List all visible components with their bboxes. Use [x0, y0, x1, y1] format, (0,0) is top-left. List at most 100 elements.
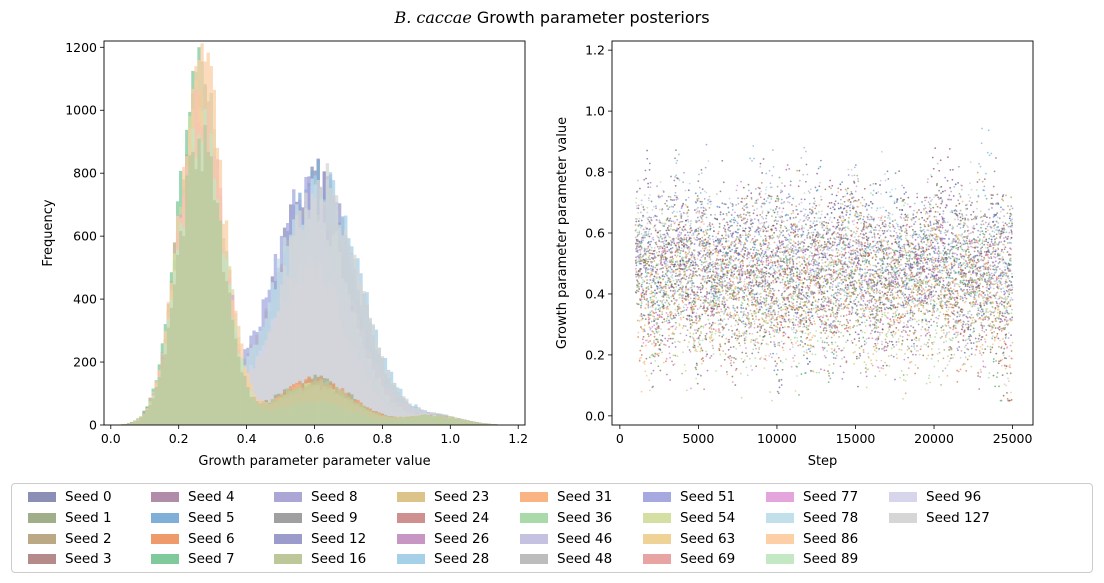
trace-point [807, 363, 809, 365]
hist-bar [163, 354, 168, 425]
trace-point [875, 246, 878, 249]
trace-point [677, 284, 680, 287]
trace-point [923, 219, 926, 222]
hist-y-tick-label: 800 [73, 166, 97, 181]
trace-point [956, 303, 958, 306]
trace-point [647, 182, 650, 185]
trace-point [668, 321, 671, 324]
hist-bar [130, 423, 134, 425]
hist-bar [304, 386, 308, 425]
trace-point [938, 213, 941, 216]
trace-point [707, 314, 709, 317]
trace-point [719, 319, 722, 322]
trace-point [663, 245, 666, 247]
trace-point [821, 308, 824, 311]
trace-point [765, 272, 768, 275]
hist-bar [447, 417, 452, 425]
trace-point [807, 273, 810, 276]
trace-point [718, 279, 721, 282]
trace-point [703, 295, 706, 298]
trace-point [991, 331, 993, 334]
charts-svg: 0.0 0.2 0.4 0.6 0.8 1.0 1.20200400600800100012… [41, 40, 1034, 469]
trace-point [932, 265, 935, 268]
trace-series [634, 198, 1013, 402]
trace-point [665, 229, 668, 232]
hist-bar [230, 319, 235, 425]
trace-point [808, 360, 811, 363]
hist-bar [405, 398, 409, 425]
hist-y-tick-label: 600 [73, 229, 97, 244]
trace-point [817, 242, 820, 244]
trace-point [772, 274, 774, 277]
trace-point [817, 298, 820, 301]
trace-point [755, 251, 758, 254]
trace-point [982, 351, 985, 354]
trace-point [992, 374, 995, 377]
hist-series [124, 124, 498, 426]
trace-point [957, 181, 960, 184]
hist-bar [386, 416, 391, 425]
trace-point [857, 198, 860, 201]
hist-bar [353, 254, 357, 425]
trace-point [724, 259, 727, 261]
trace-point [1001, 374, 1004, 377]
trace-point [893, 304, 895, 306]
trace-point [874, 258, 877, 261]
trace-point [759, 162, 762, 165]
hist-bar [426, 415, 430, 425]
trace-point [742, 360, 745, 363]
hist-bar [386, 370, 391, 425]
hist-bar [319, 378, 323, 425]
trace-point [738, 342, 741, 345]
hist-bar [423, 415, 427, 425]
trace-point [859, 264, 862, 267]
trace-point [887, 291, 889, 294]
hist-bar [206, 151, 210, 425]
hist-bar [197, 138, 201, 426]
trace-point [874, 226, 877, 229]
hist-bar [255, 401, 259, 425]
trace-point [794, 267, 797, 270]
trace-point [808, 208, 811, 211]
trace-point [736, 337, 739, 340]
trace-point [662, 267, 664, 269]
trace-point [791, 308, 794, 311]
trace-point [758, 253, 761, 256]
trace-point [966, 288, 969, 291]
trace-point [753, 296, 756, 299]
trace-point [757, 219, 760, 221]
trace-point [940, 202, 943, 205]
trace-point [740, 335, 743, 337]
hist-bar [307, 384, 311, 425]
trace-point [647, 333, 649, 335]
trace-point [742, 229, 744, 232]
hist-bar [295, 387, 299, 425]
trace-point [649, 243, 651, 246]
hist-x-tick-label: 0.6 [305, 431, 325, 446]
hist-bar [402, 417, 406, 425]
trace-point [835, 194, 838, 197]
trace-point [890, 331, 893, 334]
trace-point [672, 297, 675, 300]
trace-point [689, 323, 692, 325]
hist-bar [175, 254, 180, 425]
trace-point [980, 274, 983, 277]
trace-point [907, 196, 910, 199]
trace-point [978, 287, 981, 290]
trace-point [768, 195, 771, 198]
hist-y-tick-label: 1200 [65, 40, 97, 55]
hist-bar [380, 356, 385, 425]
hist-bar [444, 416, 449, 425]
trace-point [905, 232, 908, 235]
trace-point [994, 317, 997, 320]
trace-point [746, 303, 749, 306]
trace-point [706, 308, 709, 310]
hist-bar [295, 215, 299, 425]
trace-point [981, 327, 984, 329]
trace-point [663, 318, 666, 321]
hist-bar [340, 391, 345, 425]
trace-point [756, 262, 759, 265]
trace-point [912, 243, 914, 246]
hist-bar [148, 404, 152, 425]
trace-point [654, 229, 657, 232]
